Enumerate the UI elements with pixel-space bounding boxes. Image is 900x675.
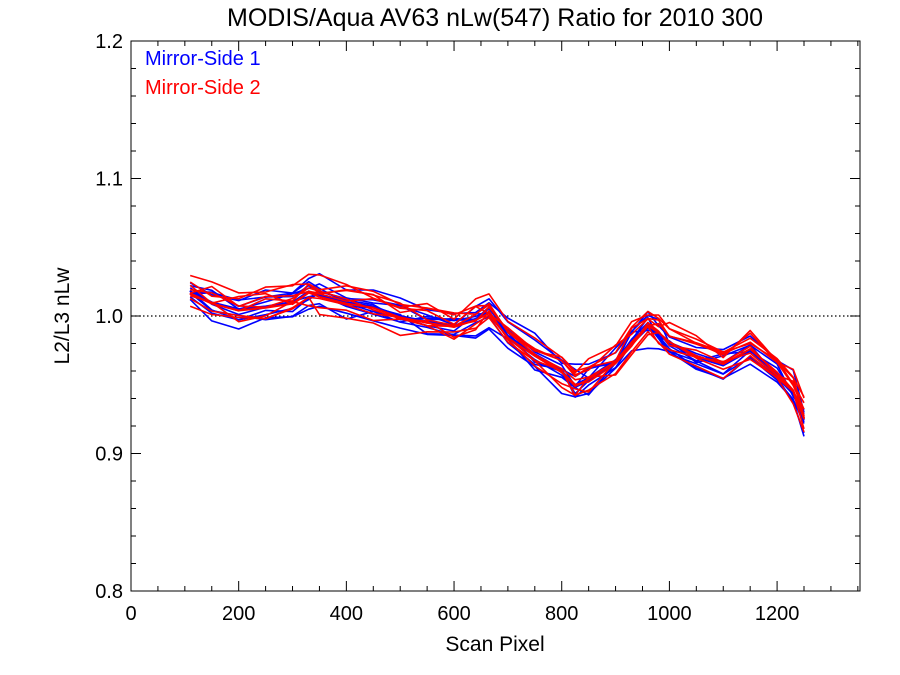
data-point [574,385,576,387]
data-point [722,364,725,367]
y-tick-label: 0.8 [95,581,123,603]
data-point [803,416,805,419]
series-lines [189,272,805,437]
data-point [426,322,428,324]
y-tick-label: 1.0 [95,306,123,328]
data-point [372,306,375,309]
x-tick-label: 600 [437,603,470,625]
series-trace [190,287,805,419]
legend-entry-mirror-side-2: Mirror-Side 2 [145,77,261,99]
series-2 [189,273,805,433]
x-axis-label: Scan Pixel [445,633,544,656]
data-point [318,295,321,298]
data-point [210,302,213,305]
data-point [399,316,402,319]
data-point [453,326,455,328]
y-tick-label: 1.1 [95,169,123,191]
data-point [189,293,192,295]
data-point [560,371,563,374]
data-point [630,341,633,343]
data-point [534,355,536,357]
data-point [695,355,698,357]
data-point [189,290,192,293]
series-trace [189,296,805,430]
data-point [776,371,778,374]
data-point [345,302,348,305]
data-point [264,306,267,309]
x-tick-label: 1200 [755,603,800,625]
x-tick-label: 800 [545,603,578,625]
series-line [189,291,805,419]
y-tick-label: 0.9 [95,444,123,466]
series-trace [189,292,805,434]
data-point [647,324,649,327]
data-point [474,319,477,321]
x-tick-label: 0 [125,603,136,625]
tick-labels: 0 200 400 600 800 1000 1200 0.8 0.9 1.0 1.1 1.2 [95,31,799,625]
data-point [792,389,795,392]
legend: Mirror-Side 1 Mirror-Side 2 [145,48,261,99]
x-tick-label: 400 [330,603,363,625]
data-point [507,337,509,339]
data-point [488,312,490,315]
series-trace [189,272,805,413]
data-point [587,378,590,381]
data-point [291,302,294,305]
chart-title: MODIS/Aqua AV63 nLw(547) Ratio for 2010 … [227,4,763,32]
legend-entry-mirror-side-1: Mirror-Side 1 [145,48,261,70]
axis-ticks [130,40,860,592]
data-point [237,309,240,312]
series-trace [189,285,805,404]
data-point [657,331,660,334]
data-point [614,360,617,363]
data-point [722,363,725,365]
series-trace [189,274,805,398]
series-trace [189,298,805,437]
x-tick-label: 200 [222,603,255,625]
x-tick-label: 1000 [647,603,692,625]
y-axis-label: L2/L3 nLw [51,267,74,365]
data-point [749,348,751,350]
data-point [668,341,671,343]
y-tick-label: 1.2 [95,31,123,53]
series-1 [189,272,805,437]
data-point [307,291,310,294]
